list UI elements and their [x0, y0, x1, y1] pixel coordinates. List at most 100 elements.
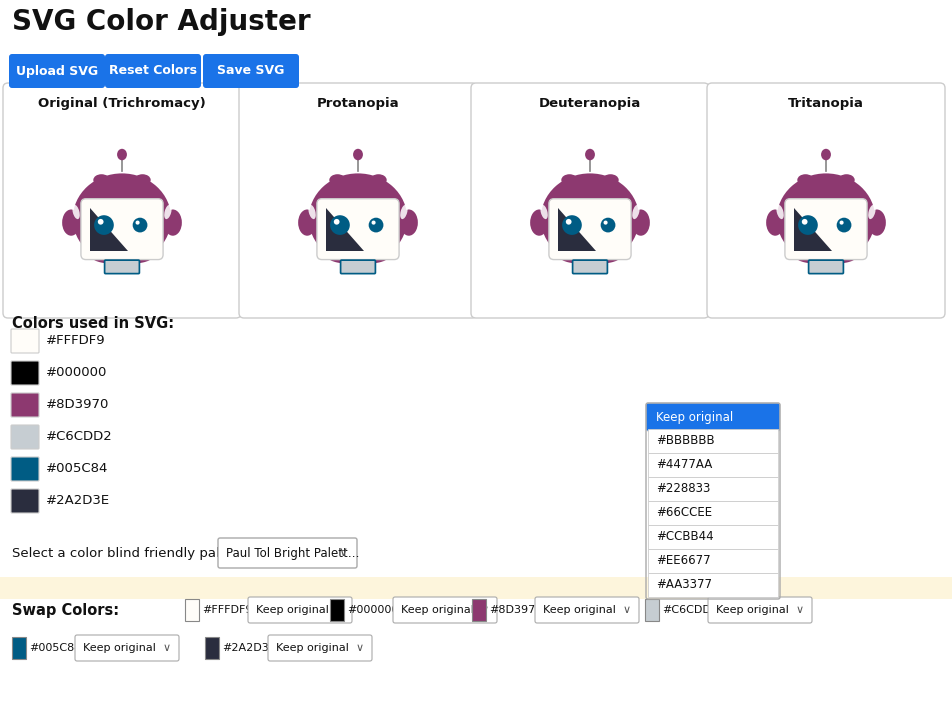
Ellipse shape — [632, 209, 650, 236]
Circle shape — [798, 215, 818, 235]
Circle shape — [98, 219, 104, 224]
Text: #EE6677: #EE6677 — [656, 555, 710, 567]
FancyBboxPatch shape — [341, 260, 375, 273]
Text: #2A2D3E: #2A2D3E — [222, 643, 276, 653]
FancyBboxPatch shape — [784, 199, 867, 260]
Ellipse shape — [134, 174, 150, 186]
Ellipse shape — [632, 204, 640, 219]
Circle shape — [371, 221, 376, 224]
Text: Keep original: Keep original — [276, 643, 348, 653]
FancyBboxPatch shape — [12, 637, 26, 659]
FancyBboxPatch shape — [549, 199, 631, 260]
Ellipse shape — [777, 173, 875, 263]
FancyBboxPatch shape — [203, 54, 299, 88]
FancyBboxPatch shape — [81, 199, 163, 260]
Ellipse shape — [164, 209, 182, 236]
Text: #000000: #000000 — [347, 605, 398, 615]
Ellipse shape — [797, 174, 814, 186]
FancyBboxPatch shape — [11, 329, 39, 353]
Text: Protanopia: Protanopia — [317, 97, 399, 111]
Ellipse shape — [72, 173, 171, 263]
Text: Reset Colors: Reset Colors — [109, 65, 197, 77]
Text: #AA3377: #AA3377 — [656, 579, 712, 591]
Ellipse shape — [562, 174, 578, 186]
FancyBboxPatch shape — [268, 635, 372, 661]
Ellipse shape — [92, 251, 151, 264]
FancyBboxPatch shape — [11, 393, 39, 417]
FancyBboxPatch shape — [648, 429, 778, 453]
Text: Deuteranopia: Deuteranopia — [539, 97, 641, 111]
Text: Upload SVG: Upload SVG — [16, 65, 98, 77]
Text: #005C84: #005C84 — [46, 462, 109, 476]
Text: Keep original: Keep original — [543, 605, 616, 615]
Ellipse shape — [328, 251, 387, 264]
FancyBboxPatch shape — [471, 83, 709, 318]
Text: Tritanopia: Tritanopia — [788, 97, 863, 111]
Ellipse shape — [585, 149, 595, 160]
FancyBboxPatch shape — [648, 525, 778, 549]
Text: Original (Trichromacy): Original (Trichromacy) — [38, 97, 206, 111]
Text: #228833: #228833 — [656, 483, 710, 496]
Ellipse shape — [541, 173, 639, 263]
Ellipse shape — [117, 149, 127, 160]
FancyBboxPatch shape — [0, 577, 952, 599]
Text: #8D3970: #8D3970 — [46, 398, 109, 412]
Circle shape — [132, 218, 148, 232]
Ellipse shape — [839, 174, 855, 186]
Polygon shape — [326, 208, 364, 251]
Text: #8D3970: #8D3970 — [489, 605, 543, 615]
Text: Select a color blind friendly palette:: Select a color blind friendly palette: — [12, 547, 251, 559]
Circle shape — [840, 221, 843, 224]
Text: Keep original: Keep original — [656, 410, 733, 423]
Circle shape — [135, 221, 140, 224]
Ellipse shape — [766, 209, 784, 236]
Text: #C6CDD2: #C6CDD2 — [662, 605, 718, 615]
Circle shape — [562, 215, 582, 235]
Text: ∨: ∨ — [356, 643, 364, 653]
Ellipse shape — [165, 204, 171, 219]
Ellipse shape — [72, 204, 80, 219]
Ellipse shape — [400, 204, 407, 219]
Ellipse shape — [353, 149, 363, 160]
FancyBboxPatch shape — [648, 453, 778, 477]
FancyBboxPatch shape — [3, 83, 241, 318]
Text: Keep original: Keep original — [716, 605, 789, 615]
Ellipse shape — [400, 209, 418, 236]
Text: ∨: ∨ — [623, 605, 631, 615]
FancyBboxPatch shape — [185, 599, 199, 621]
FancyBboxPatch shape — [11, 425, 39, 449]
Circle shape — [330, 215, 349, 235]
Circle shape — [334, 219, 340, 224]
Text: #000000: #000000 — [46, 366, 108, 380]
Ellipse shape — [62, 209, 80, 236]
FancyBboxPatch shape — [648, 549, 778, 573]
Polygon shape — [794, 208, 832, 251]
FancyBboxPatch shape — [646, 403, 780, 431]
FancyBboxPatch shape — [9, 54, 105, 88]
FancyBboxPatch shape — [645, 599, 659, 621]
Text: #FFFDF9: #FFFDF9 — [202, 605, 252, 615]
Ellipse shape — [603, 174, 619, 186]
Ellipse shape — [329, 174, 346, 186]
Circle shape — [94, 215, 114, 235]
Text: Colors used in SVG:: Colors used in SVG: — [12, 315, 174, 330]
Text: #66CCEE: #66CCEE — [656, 506, 712, 520]
Text: ∨: ∨ — [336, 605, 344, 615]
Ellipse shape — [308, 173, 407, 263]
FancyBboxPatch shape — [808, 260, 843, 273]
Text: ∨: ∨ — [163, 643, 171, 653]
FancyBboxPatch shape — [75, 635, 179, 661]
FancyBboxPatch shape — [572, 260, 607, 273]
FancyBboxPatch shape — [707, 83, 945, 318]
Text: #FFFDF9: #FFFDF9 — [46, 334, 106, 347]
Ellipse shape — [308, 204, 316, 219]
FancyBboxPatch shape — [218, 538, 357, 568]
Text: #C6CDD2: #C6CDD2 — [46, 430, 112, 444]
Text: #2A2D3E: #2A2D3E — [46, 494, 110, 508]
Text: #005C84: #005C84 — [29, 643, 81, 653]
Ellipse shape — [777, 204, 783, 219]
FancyBboxPatch shape — [535, 597, 639, 623]
Ellipse shape — [868, 204, 876, 219]
Text: #BBBBBB: #BBBBBB — [656, 435, 715, 447]
Text: SVG Color Adjuster: SVG Color Adjuster — [12, 8, 310, 36]
